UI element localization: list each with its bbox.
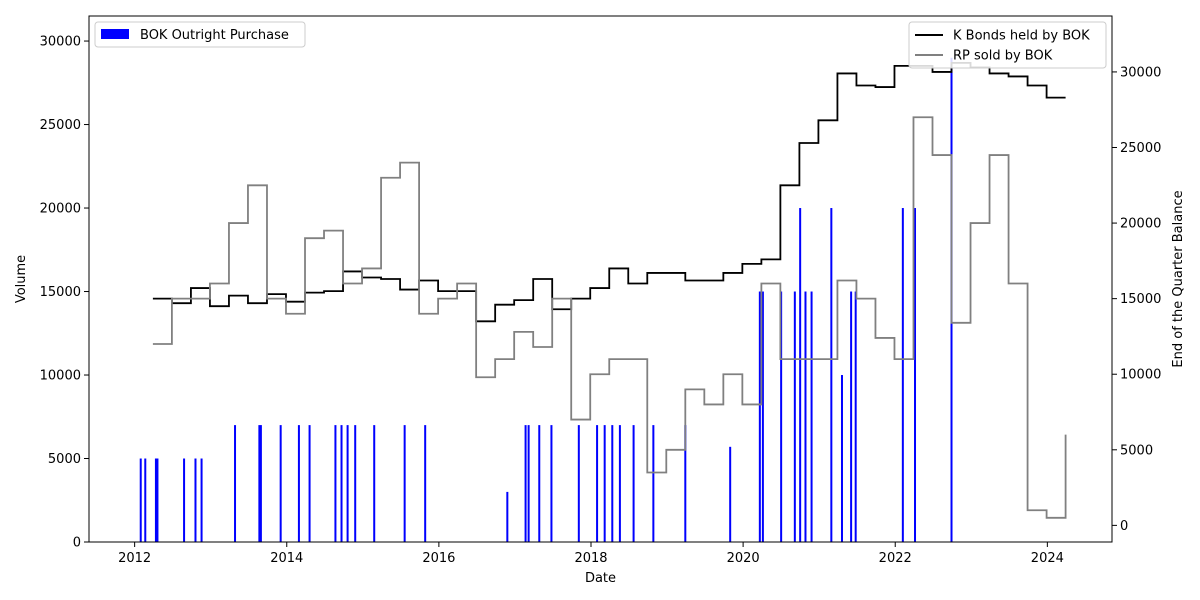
purchase-bar	[780, 291, 783, 542]
purchase-bar	[373, 425, 376, 542]
purchase-bar	[793, 291, 796, 542]
x-axis: 2012 2014 2016 2018 2020 2022 2024	[118, 542, 1064, 566]
legend-purchase: BOK Outright Purchase	[94, 21, 306, 48]
purchase-bar	[729, 446, 732, 542]
purchase-bar	[524, 425, 527, 542]
purchase-bar	[154, 458, 157, 542]
plot-frame	[88, 15, 1113, 543]
purchase-bar	[810, 291, 813, 542]
purchase-bar	[334, 425, 337, 542]
purchase-bar	[830, 208, 833, 542]
purchase-bar	[183, 458, 186, 542]
y-right-tick-label: 20000	[1120, 217, 1161, 232]
purchase-bar	[200, 458, 203, 542]
purchase-bar	[424, 425, 427, 542]
y-left-tick-label: 10000	[40, 369, 81, 384]
purchase-bar	[840, 375, 843, 542]
legend-label: BOK Outright Purchase	[140, 28, 289, 43]
y-axis-right: 0 5000 10000 15000 20000 25000 30000	[1112, 65, 1161, 534]
x-tick-label: 2016	[422, 551, 455, 566]
legend-swatch	[101, 29, 129, 39]
legend-label: RP sold by BOK	[953, 49, 1053, 64]
legend-label: K Bonds held by BOK	[953, 29, 1090, 44]
x-tick-label: 2012	[118, 551, 151, 566]
y-axis-right-label: End of the Quarter Balance	[1171, 190, 1186, 367]
purchase-bar	[901, 208, 904, 542]
purchase-bar	[279, 425, 282, 542]
y-right-tick-label: 0	[1120, 519, 1128, 534]
purchase-bar	[156, 458, 159, 542]
purchase-bar	[354, 425, 357, 542]
y-right-tick-label: 25000	[1120, 141, 1161, 156]
purchase-bar	[611, 425, 614, 542]
purchase-bar	[538, 425, 541, 542]
purchase-bar	[308, 425, 311, 542]
y-axis-left-label: Volume	[14, 255, 29, 303]
rp-sold-by-bok-line	[152, 116, 1067, 519]
y-left-tick-label: 15000	[40, 285, 81, 300]
purchase-bar	[618, 425, 621, 542]
y-axis-left: 0 5000 10000 15000 20000 25000 30000	[40, 35, 89, 551]
x-axis-label: Date	[585, 571, 616, 586]
y-right-tick-label: 10000	[1120, 368, 1161, 383]
purchase-bar	[144, 458, 147, 542]
y-left-tick-label: 0	[73, 536, 81, 551]
purchase-bar	[234, 425, 237, 542]
y-right-tick-label: 30000	[1120, 65, 1161, 80]
y-left-tick-label: 25000	[40, 118, 81, 133]
purchase-bar	[506, 491, 509, 542]
y-left-tick-label: 20000	[40, 202, 81, 217]
purchase-bar	[340, 425, 343, 542]
purchase-bar	[799, 208, 802, 542]
k-bonds-held-by-bok-line	[152, 61, 1066, 323]
purchase-bar	[761, 291, 764, 542]
purchase-bar	[527, 425, 530, 542]
y-right-tick-label: 5000	[1120, 443, 1153, 458]
purchase-bar	[194, 458, 197, 542]
x-tick-label: 2018	[574, 551, 607, 566]
purchase-bar	[684, 425, 687, 542]
y-left-tick-label: 5000	[48, 452, 81, 467]
purchase-bar	[758, 291, 761, 542]
purchase-bar	[403, 425, 406, 542]
purchase-bar	[550, 425, 553, 542]
purchase-bar	[259, 425, 262, 542]
purchase-bar	[652, 425, 655, 542]
purchase-bar	[577, 425, 580, 542]
x-tick-label: 2020	[727, 551, 760, 566]
purchase-bar	[632, 425, 635, 542]
purchase-bar	[139, 458, 142, 542]
purchase-bar	[297, 425, 300, 542]
purchase-bar	[914, 208, 917, 542]
legend-balances: K Bonds held by BOK RP sold by BOK	[908, 21, 1107, 69]
purchase-bar	[854, 291, 857, 542]
x-tick-label: 2022	[879, 551, 912, 566]
x-tick-label: 2024	[1031, 551, 1064, 566]
purchase-bar	[346, 425, 349, 542]
y-left-tick-label: 30000	[40, 35, 81, 50]
purchase-bar	[258, 425, 261, 542]
legend-box	[94, 21, 306, 48]
x-tick-label: 2014	[270, 551, 303, 566]
y-right-tick-label: 15000	[1120, 292, 1161, 307]
purchase-bar	[804, 291, 807, 542]
purchase-bar	[850, 291, 853, 542]
balance-lines	[152, 61, 1067, 519]
purchase-bar	[596, 425, 599, 542]
legend-box	[908, 21, 1107, 69]
purchase-bars	[139, 57, 953, 542]
purchase-bar	[603, 425, 606, 542]
